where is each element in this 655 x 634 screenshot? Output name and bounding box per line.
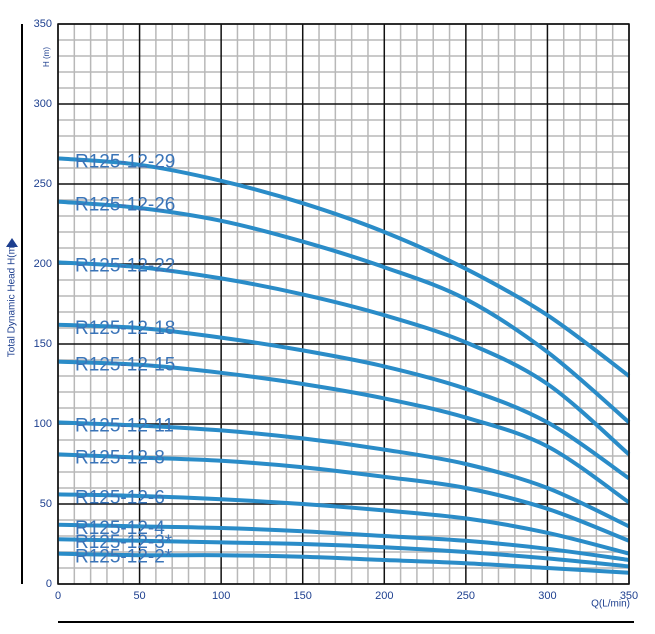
series-label: R125-12-29 [75, 151, 175, 172]
series-label: R125-12-15 [75, 355, 175, 376]
series-label: R125-12-26 [75, 195, 175, 216]
y-tick-label: 150 [34, 338, 52, 350]
plot-frame [57, 23, 630, 585]
series-label: R125-12-2* [75, 547, 173, 568]
series-label: R125-12-18 [75, 318, 175, 339]
x-tick-label: 350 [620, 590, 638, 602]
x-tick-label: 150 [294, 590, 312, 602]
series-label: R125-12-11 [75, 415, 174, 436]
series-line [57, 199, 631, 424]
series-line [57, 322, 631, 481]
axis-arrow [6, 238, 18, 247]
series-label: R125-12-4 [75, 518, 165, 539]
series-line [57, 260, 631, 456]
y-tick-label: 100 [34, 418, 52, 430]
x-tick-label: 50 [133, 590, 145, 602]
series-line [57, 492, 630, 556]
x-tick-label: 300 [538, 590, 556, 602]
x-tick-label: 0 [55, 590, 61, 602]
series-line [57, 156, 631, 378]
series-line [57, 452, 630, 543]
series-label: R125-12-22 [75, 255, 175, 276]
series-label: R125-12-3* [75, 532, 173, 553]
x-tick-label: 200 [375, 590, 393, 602]
y-tick-label: 250 [34, 178, 52, 190]
series-line [57, 537, 630, 569]
y-tick-label: 0 [46, 578, 52, 590]
y-tick-label: 350 [34, 18, 52, 30]
y-tick-label: 200 [34, 258, 52, 270]
series-line [57, 420, 630, 529]
y-unit: H (m) [42, 47, 51, 67]
x-tick-label: 100 [212, 590, 230, 602]
series-label: R125-12-6 [75, 487, 165, 508]
series-line [57, 522, 630, 562]
y-tick-label: 300 [34, 98, 52, 110]
series-line [57, 551, 630, 575]
y-tick-label: 50 [40, 498, 52, 510]
series-label: R125-12-8 [75, 447, 165, 468]
series-line [57, 359, 631, 505]
y-axis-label: Total Dynamic Head H(m) [7, 243, 18, 357]
x-axis-label: Q(L/min) [591, 599, 630, 610]
x-tick-label: 250 [457, 590, 475, 602]
